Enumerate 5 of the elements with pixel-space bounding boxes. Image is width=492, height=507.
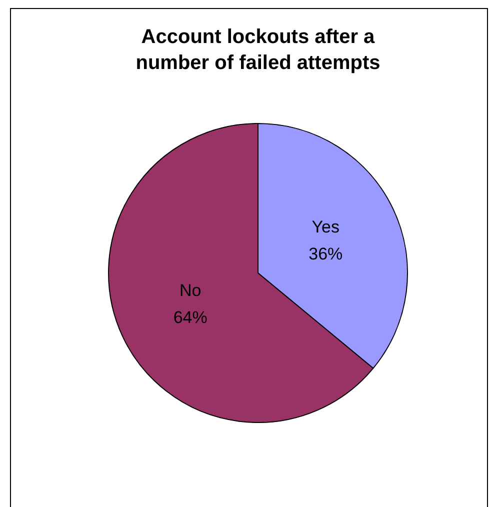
data-label: 36% (308, 244, 343, 264)
slice-label: No (179, 281, 202, 300)
chart-title: Account lockouts after a number of failed attempts (134, 25, 382, 76)
slice-label: Yes (312, 217, 340, 236)
data-label: 64% (173, 308, 208, 328)
